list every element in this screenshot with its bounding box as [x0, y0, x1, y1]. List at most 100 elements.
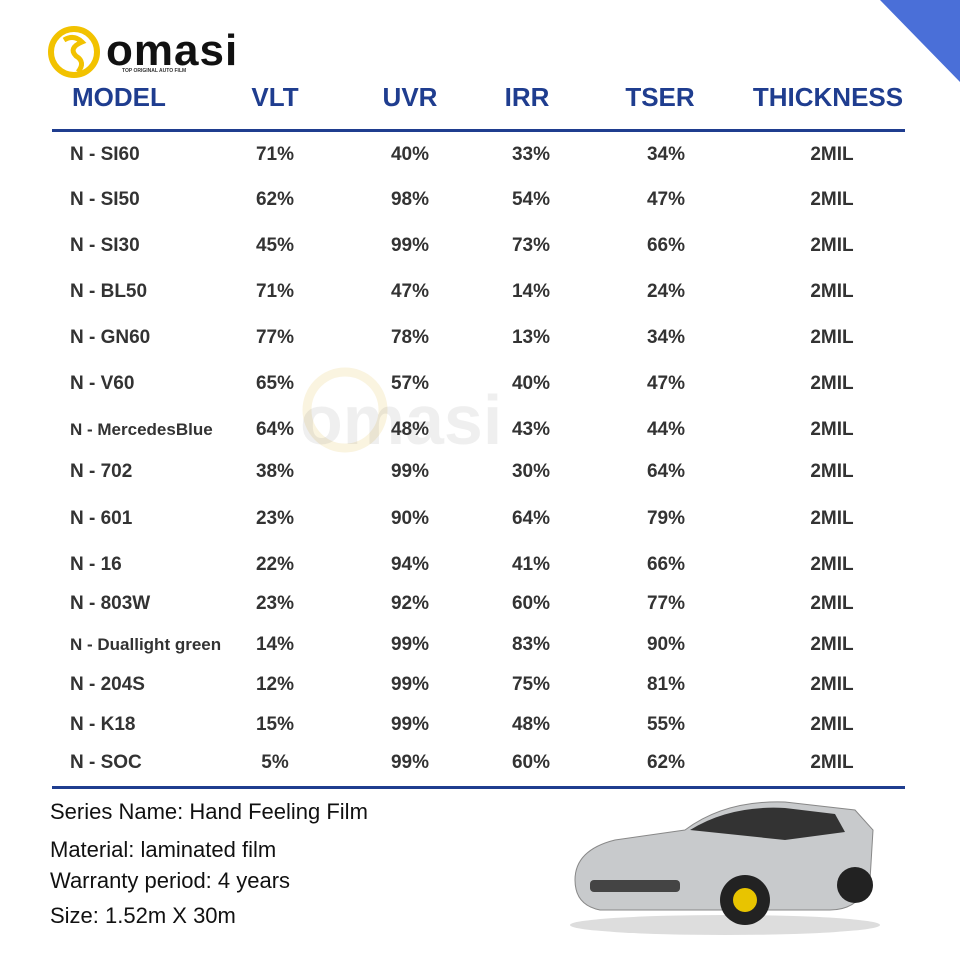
spec-value: 2MIL: [810, 144, 854, 165]
spec-value: 2MIL: [810, 281, 854, 302]
spec-value: 47%: [390, 281, 430, 302]
spec-value: 99%: [390, 674, 430, 695]
model-name: N - Duallight green: [70, 635, 222, 654]
spec-value: 23%: [255, 593, 295, 614]
spec-value: 48%: [390, 419, 430, 440]
header-rule: [52, 129, 905, 132]
spec-value: 13%: [511, 327, 551, 348]
model-name: N - 204S: [70, 674, 145, 695]
spec-value: 34%: [646, 144, 686, 165]
spec-value: 15%: [255, 714, 295, 735]
spec-value: 2MIL: [810, 508, 854, 529]
spec-value: 47%: [646, 189, 686, 210]
spec-value: 12%: [255, 674, 295, 695]
model-name: N - K18: [70, 714, 136, 735]
spec-value: 78%: [390, 327, 430, 348]
spec-value: 2MIL: [810, 714, 854, 735]
spec-value: 99%: [390, 714, 430, 735]
spec-value: 22%: [255, 554, 295, 575]
spec-value: 23%: [255, 508, 295, 529]
spec-value: 57%: [390, 373, 430, 394]
spec-value: 75%: [511, 674, 551, 695]
model-name: N - MercedesBlue: [70, 420, 213, 439]
spec-value: 2MIL: [810, 674, 854, 695]
spec-value: 71%: [255, 144, 295, 165]
model-name: N - BL50: [70, 281, 148, 302]
watermark: omasi: [300, 381, 503, 459]
column-header: VLT: [251, 82, 299, 112]
spec-value: 99%: [390, 461, 430, 482]
spec-value: 99%: [390, 752, 430, 773]
spec-value: 2MIL: [810, 752, 854, 773]
spec-value: 73%: [511, 235, 551, 256]
spec-value: 66%: [646, 235, 686, 256]
spec-value: 77%: [255, 327, 295, 348]
column-header: THICKNESS: [752, 82, 904, 112]
spec-value: 40%: [390, 144, 430, 165]
spec-value: 64%: [255, 419, 295, 440]
spec-value: 83%: [511, 634, 551, 655]
spec-value: 2MIL: [810, 634, 854, 655]
spec-value: 24%: [646, 281, 686, 302]
logo-brand: omasi: [106, 26, 239, 75]
spec-value: 60%: [511, 593, 551, 614]
spec-value: 34%: [646, 327, 686, 348]
spec-value: 64%: [511, 508, 551, 529]
spec-value: 64%: [646, 461, 686, 482]
info-line: Size: 1.52m X 30m: [50, 903, 236, 928]
spec-value: 2MIL: [810, 554, 854, 575]
model-name: N - 803W: [70, 593, 151, 614]
spec-value: 98%: [390, 189, 430, 210]
spec-value: 99%: [390, 235, 430, 256]
spec-value: 2MIL: [810, 419, 854, 440]
model-name: N - 702: [70, 461, 133, 482]
model-name: N - SI60: [70, 144, 140, 165]
spec-value: 2MIL: [810, 327, 854, 348]
spec-value: 2MIL: [810, 593, 854, 614]
spec-value: 2MIL: [810, 235, 854, 256]
spec-value: 47%: [646, 373, 686, 394]
spec-value: 48%: [511, 714, 551, 735]
info-line: Warranty period: 4 years: [50, 868, 291, 893]
spec-value: 2MIL: [810, 373, 854, 394]
spec-value: 71%: [255, 281, 295, 302]
spec-value: 2MIL: [810, 189, 854, 210]
spec-value: 90%: [390, 508, 430, 529]
car-image: [570, 801, 880, 935]
column-header: TSER: [625, 82, 695, 112]
spec-value: 77%: [646, 593, 686, 614]
spec-value: 40%: [511, 373, 551, 394]
column-header: MODEL: [72, 82, 166, 112]
spec-value: 66%: [646, 554, 686, 575]
model-name: N - 16: [70, 554, 122, 575]
spec-value: 62%: [255, 189, 295, 210]
spec-value: 2MIL: [810, 461, 854, 482]
corner-triangle: [880, 0, 960, 82]
logo-tagline: TOP ORIGINAL AUTO FILM: [122, 68, 187, 74]
spec-value: 55%: [646, 714, 686, 735]
model-name: N - GN60: [70, 327, 151, 348]
spec-value: 14%: [255, 634, 295, 655]
spec-value: 38%: [255, 461, 295, 482]
watermark-icon: [302, 367, 388, 453]
spec-value: 99%: [390, 634, 430, 655]
spec-value: 60%: [511, 752, 551, 773]
spec-value: 92%: [390, 593, 430, 614]
spec-value: 30%: [511, 461, 551, 482]
info-line: Material: laminated film: [50, 837, 277, 862]
spec-value: 79%: [646, 508, 686, 529]
model-name: N - V60: [70, 373, 135, 394]
model-name: N - 601: [70, 508, 133, 529]
spec-value: 44%: [646, 419, 686, 440]
spec-value: 62%: [646, 752, 686, 773]
spec-value: 45%: [255, 235, 295, 256]
spec-value: 41%: [511, 554, 551, 575]
column-header: IRR: [504, 82, 550, 112]
spec-value: 33%: [511, 144, 551, 165]
model-name: N - SOC: [70, 752, 142, 773]
info-line: Series Name: Hand Feeling Film: [50, 799, 368, 824]
spec-value: 43%: [511, 419, 551, 440]
spec-value: 14%: [511, 281, 551, 302]
